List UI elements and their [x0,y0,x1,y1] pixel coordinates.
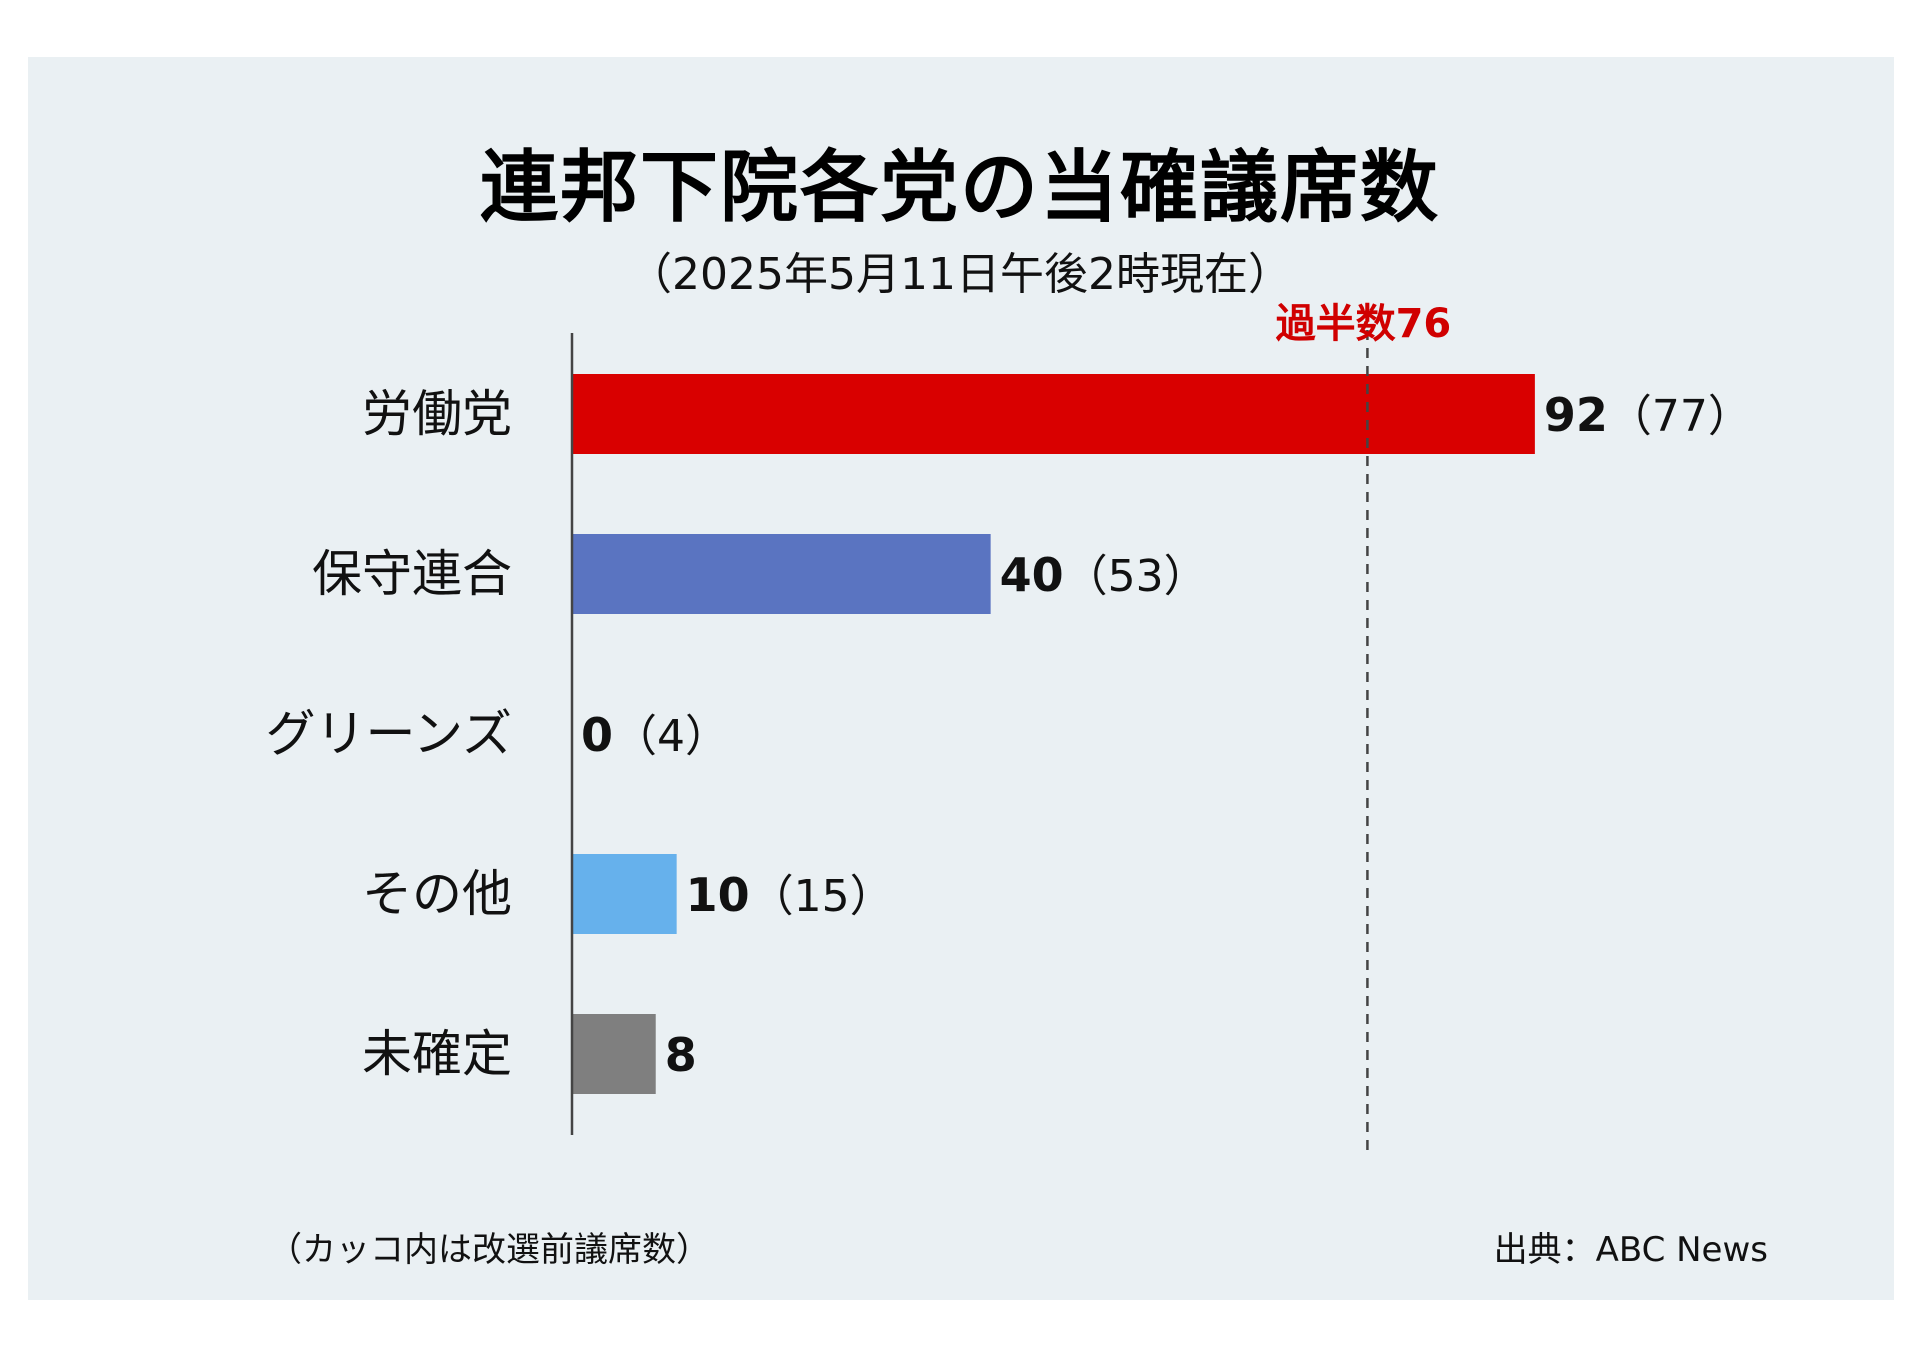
footnote: （カッコ内は改選前議席数） [268,1230,710,1270]
chart-title: 連邦下院各党の当確議席数 [479,143,1440,233]
category-label: その他 [362,865,512,923]
category-label: 保守連合 [312,545,512,603]
category-label: グリーンズ [266,705,513,763]
value-label: 10（15） [686,868,894,922]
bar-0 [572,374,1535,454]
majority-label: 過半数76 [1276,301,1452,347]
bar-4 [572,1014,656,1094]
chart-panel [28,57,1894,1300]
bar-1 [572,534,991,614]
value-label: 92（77） [1544,388,1752,442]
value-label: 40（53） [1000,548,1208,602]
value-label: 0（4） [581,708,729,762]
bar-3 [572,854,677,934]
category-label: 労働党 [362,385,512,443]
category-label: 未確定 [362,1025,512,1083]
value-label: 8 [665,1028,697,1082]
chart-subtitle: （2025年5月11日午後2時現在） [628,249,1292,300]
source-credit: 出典：ABC News [1493,1230,1768,1270]
